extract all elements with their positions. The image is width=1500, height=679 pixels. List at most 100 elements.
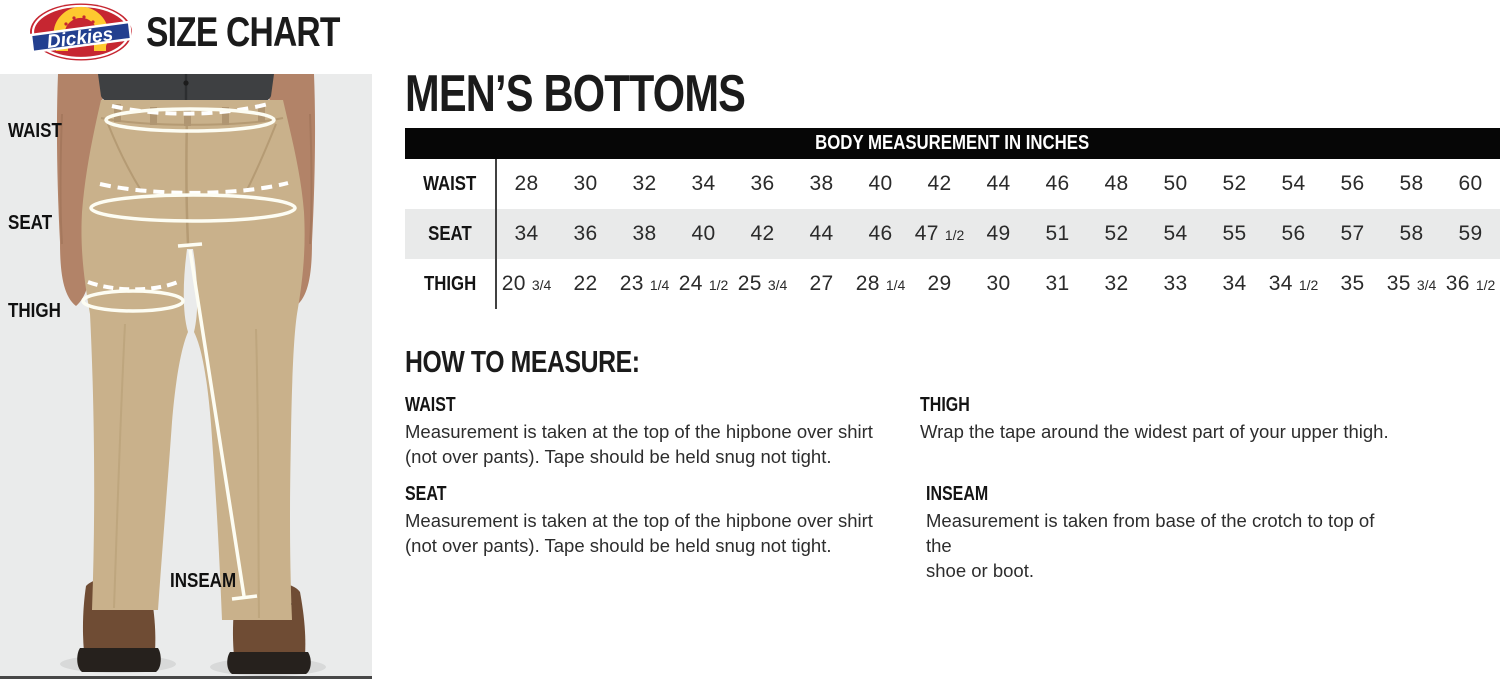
row-label: WAIST <box>423 172 477 195</box>
figure-label-waist: WAIST <box>8 120 62 142</box>
seat-measure-ellipse <box>89 193 297 223</box>
table-row: SEAT 34 36 38 40 42 44 46 47 1/2 49 51 52 54 55 56 57 58… <box>405 209 1500 259</box>
size-value-cell: 54 <box>1163 222 1188 245</box>
measure-section-inseam: INSEAM Measurement is taken from base of … <box>920 483 1475 584</box>
size-value-cell: 46 <box>868 222 893 245</box>
size-value-cell: 32 <box>1104 272 1129 295</box>
figure-label-seat: SEAT <box>8 212 53 234</box>
size-value-cell: 40 <box>868 172 893 195</box>
figure-label-inseam: INSEAM <box>170 570 237 592</box>
measure-section-label: WAIST <box>405 394 456 416</box>
page-title: MEN’S BOTTOMS <box>405 65 746 123</box>
size-value-cell: 28 1/4 <box>855 272 906 295</box>
size-value-cell: 59 <box>1458 222 1483 245</box>
khaki-pants <box>81 100 305 620</box>
measure-section-text: Measurement is taken from base of the cr… <box>926 509 1375 581</box>
size-value-cell: 22 <box>573 272 598 295</box>
measure-section-seat: SEAT Measurement is taken at the top of t… <box>405 483 920 584</box>
brand-header: Dickies SIZE CHART <box>0 0 400 74</box>
size-value-cell: 56 <box>1340 172 1365 195</box>
size-value-cell: 34 <box>1222 272 1247 295</box>
size-value-cell: 20 3/4 <box>501 272 552 295</box>
inseam-bottom-tick <box>231 594 258 601</box>
size-value-cell: 35 3/4 <box>1386 272 1437 295</box>
measure-section-label: INSEAM <box>926 482 989 505</box>
row-label: SEAT <box>428 222 472 245</box>
size-value-cell: 49 <box>986 222 1011 245</box>
size-value-cell: 36 <box>750 172 775 195</box>
size-value-cell: 33 <box>1163 272 1188 295</box>
size-value-cell: 28 <box>514 172 539 195</box>
size-value-cell: 40 <box>691 222 716 245</box>
size-value-cell: 52 <box>1104 222 1129 245</box>
row-label: THIGH <box>423 272 477 295</box>
size-table: BODY MEASUREMENT IN INCHES WAIST 28 30 32 34… <box>405 128 1500 309</box>
size-value-cell: 36 1/2 <box>1445 272 1496 295</box>
size-value-cell: 54 <box>1281 172 1306 195</box>
size-value-cell: 27 <box>809 272 834 295</box>
size-value-cell: 56 <box>1281 222 1306 245</box>
measure-section-text: Measurement is taken at the top of the h… <box>405 421 873 467</box>
row-values: 34 36 38 40 42 44 46 47 1/2 49 51 52 54 55 56 57 58 59 <box>495 209 1500 259</box>
size-value-cell: 35 <box>1340 272 1365 295</box>
size-value-cell: 60 <box>1458 172 1483 195</box>
measure-section-waist: WAIST Measurement is taken at the top of … <box>405 394 920 470</box>
size-value-cell: 38 <box>632 222 657 245</box>
size-chart-title: SIZE CHART <box>146 8 340 55</box>
measurement-figure-panel: WAIST SEAT THIGH INSEAM <box>0 74 372 679</box>
table-header-bar: BODY MEASUREMENT IN INCHES <box>405 128 1500 159</box>
thigh-dashed-line <box>87 279 181 292</box>
size-value-cell: 38 <box>809 172 834 195</box>
size-value-cell: 42 <box>927 172 952 195</box>
size-value-cell: 48 <box>1104 172 1129 195</box>
size-value-cell: 31 <box>1045 272 1070 295</box>
inseam-line <box>188 249 246 597</box>
size-value-cell: 30 <box>573 172 598 195</box>
waist-measure-ellipse <box>104 107 276 133</box>
table-row: THIGH 20 3/4 22 23 1/4 24 1/2 25 3/4 27 28 1/4 2… <box>405 259 1500 309</box>
size-value-cell: 44 <box>986 172 1011 195</box>
size-value-cell: 52 <box>1222 172 1247 195</box>
row-values: 20 3/4 22 23 1/4 24 1/2 25 3/4 27 28 1/4 29 30 31… <box>495 259 1500 309</box>
size-value-cell: 50 <box>1163 172 1188 195</box>
size-value-cell: 25 3/4 <box>737 272 788 295</box>
size-value-cell: 47 1/2 <box>914 222 965 245</box>
size-value-cell: 55 <box>1222 222 1247 245</box>
size-value-cell: 32 <box>632 172 657 195</box>
size-value-cell: 57 <box>1340 222 1365 245</box>
measure-section-text: Measurement is taken at the top of the h… <box>405 509 873 556</box>
measure-section-text: Wrap the tape around the widest part of … <box>920 421 1389 442</box>
how-to-measure-sections: WAIST Measurement is taken at the top of … <box>405 394 1475 584</box>
size-value-cell: 24 1/2 <box>678 272 729 295</box>
model-photo-illustration <box>56 74 326 676</box>
table-header-label: BODY MEASUREMENT IN INCHES <box>815 132 1090 154</box>
row-values: 28 30 32 34 36 38 40 42 44 46 48 50 52 54 56 58 60 <box>495 159 1500 209</box>
measure-section-label: THIGH <box>920 394 970 416</box>
size-value-cell: 58 <box>1399 172 1424 195</box>
size-value-cell: 42 <box>750 222 775 245</box>
measure-section-label: SEAT <box>405 482 447 505</box>
size-value-cell: 58 <box>1399 222 1424 245</box>
dickies-logo-icon: Dickies <box>29 3 133 61</box>
size-value-cell: 29 <box>927 272 952 295</box>
table-row: WAIST 28 30 32 34 36 38 40 42 44 46 48 50 52 54 56 58 60 <box>405 159 1500 209</box>
figure-label-thigh: THIGH <box>8 300 61 322</box>
size-value-cell: 23 1/4 <box>619 272 670 295</box>
size-value-cell: 34 <box>691 172 716 195</box>
thigh-measure-ellipse <box>81 289 185 313</box>
size-value-cell: 34 1/2 <box>1268 272 1319 295</box>
size-value-cell: 44 <box>809 222 834 245</box>
measure-section-thigh: THIGH Wrap the tape around the widest par… <box>920 394 1475 470</box>
size-value-cell: 30 <box>986 272 1011 295</box>
waist-dashed-line <box>111 102 269 116</box>
size-value-cell: 34 <box>514 222 539 245</box>
how-to-measure: HOW TO MEASURE: WAIST Measurement is take… <box>405 344 1475 584</box>
inseam-top-tick <box>177 242 203 248</box>
size-value-cell: 51 <box>1045 222 1070 245</box>
photo-bottom-edge <box>0 676 372 679</box>
how-to-measure-title: HOW TO MEASURE: <box>405 344 640 379</box>
seat-dashed-line <box>99 181 289 195</box>
size-value-cell: 36 <box>573 222 598 245</box>
size-table-body: WAIST 28 30 32 34 36 38 40 42 44 46 48 50 52 54 56 58 60 S… <box>405 159 1500 309</box>
size-value-cell: 46 <box>1045 172 1070 195</box>
